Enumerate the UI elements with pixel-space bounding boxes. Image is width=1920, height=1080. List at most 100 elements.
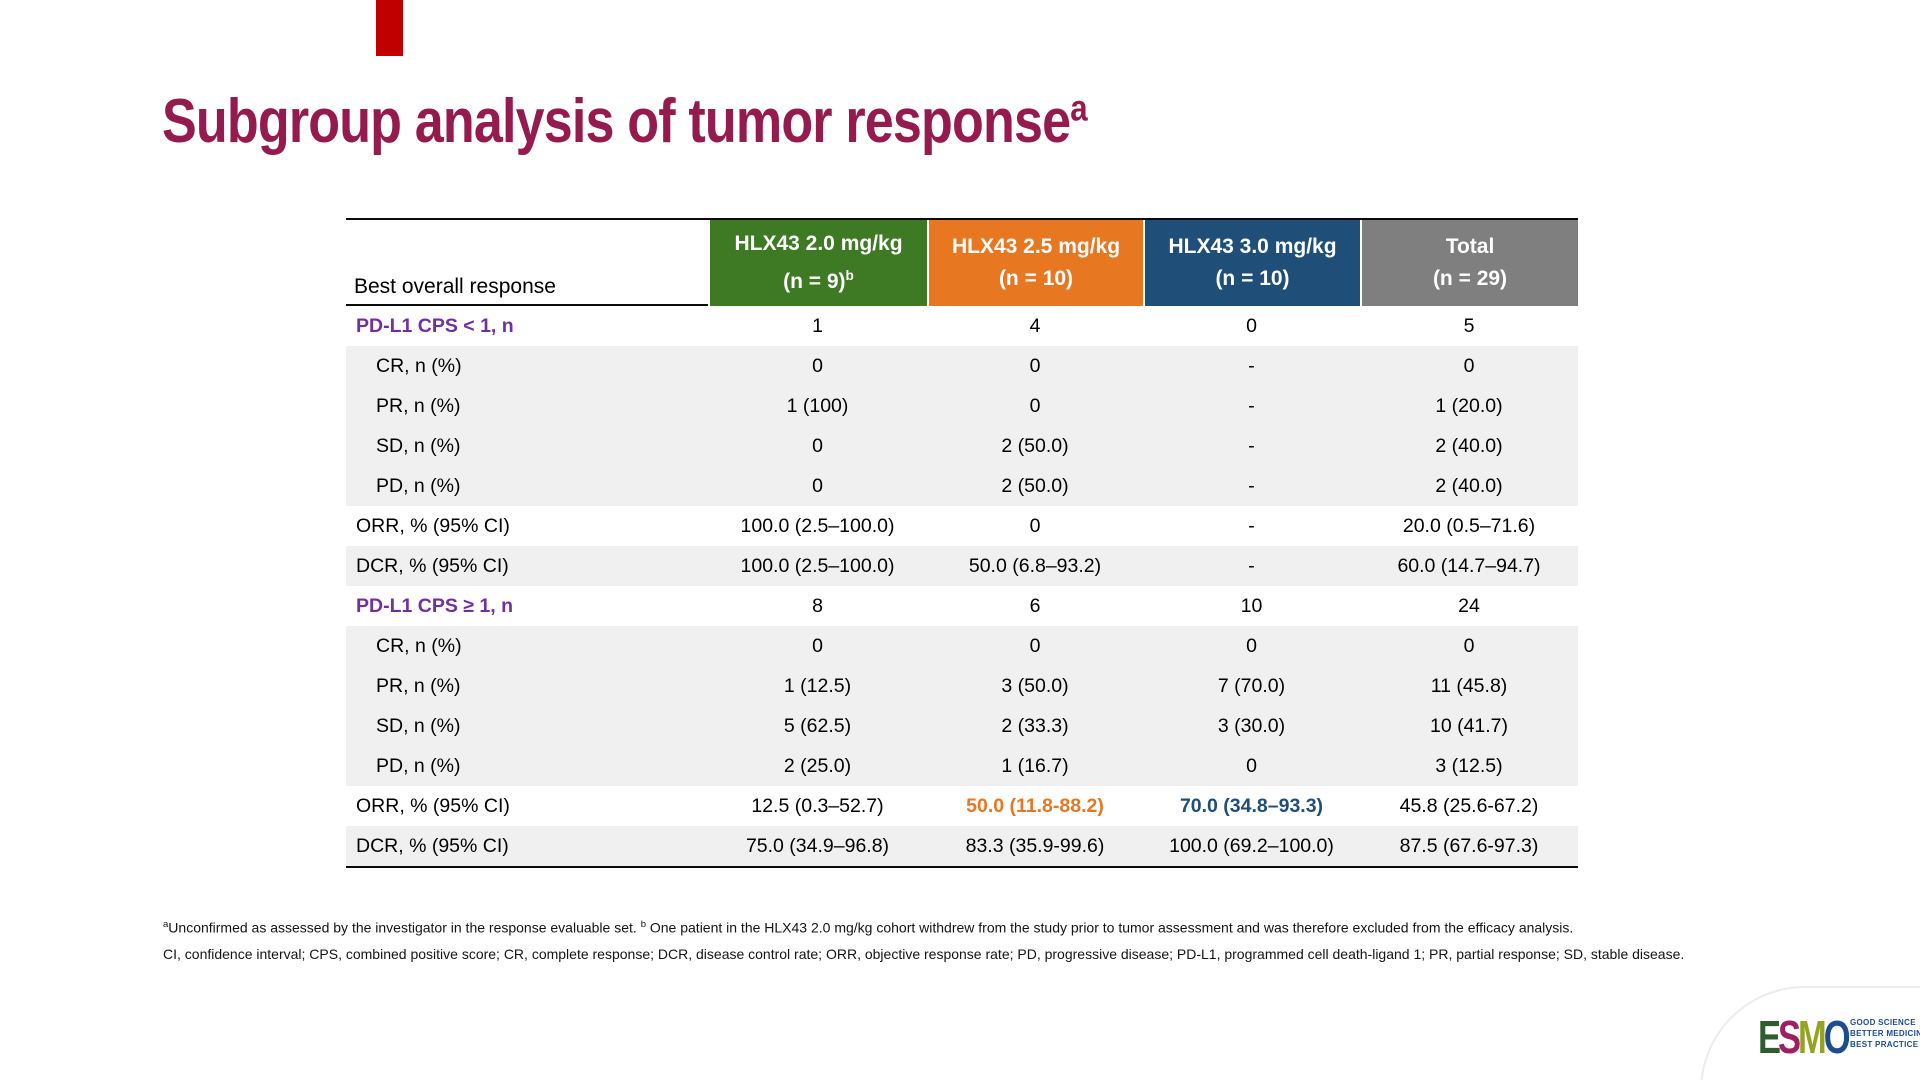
table-cell: 2 (50.0) — [1001, 434, 1069, 457]
response-table: Best overall response HLX43 2.0 mg/kg (n … — [346, 218, 1578, 868]
table-cell: 0 — [1463, 634, 1475, 657]
table-cell: 6 — [1029, 594, 1041, 617]
table-cell: 70.0 (34.8–93.3) — [1179, 794, 1324, 817]
title-superscript: a — [1070, 86, 1087, 129]
table-cell: 2 (33.3) — [1001, 714, 1069, 737]
row-label: ORR, % (95% CI) — [356, 514, 510, 537]
row-label: DCR, % (95% CI) — [356, 554, 509, 577]
table-cell: 0 — [812, 634, 823, 657]
table-cell: 10 — [1240, 594, 1263, 617]
esmo-letter: S — [1778, 1011, 1801, 1063]
footnote-line-2: CI, confidence interval; CPS, combined p… — [163, 945, 1685, 962]
table-cell: 2 (50.0) — [1001, 474, 1069, 497]
column-header-name: HLX43 2.5 mg/kg — [951, 235, 1121, 258]
column-header-name: Total — [1445, 235, 1495, 258]
column-header: HLX43 2.5 mg/kg (n = 10) — [927, 220, 1143, 306]
row-label: SD, n (%) — [376, 714, 461, 737]
table-cell: 0 — [1029, 394, 1041, 417]
table-cell: 100.0 (2.5–100.0) — [740, 514, 895, 537]
table-cell: 3 (50.0) — [1001, 674, 1069, 697]
footnote-sup-a: a — [163, 919, 169, 930]
esmo-letter: O — [1823, 1011, 1851, 1063]
table-cell: 83.3 (35.9-99.6) — [965, 834, 1105, 857]
table-cell: 12.5 (0.3–52.7) — [751, 794, 884, 817]
table-row: DCR, % (95% CI) 100.0 (2.5–100.0) 50.0 (6.… — [346, 546, 1578, 586]
esmo-logo: ESMO — [1758, 1010, 1851, 1064]
table-cell: - — [1248, 514, 1255, 537]
table-cell: 1 — [812, 314, 823, 337]
column-header: HLX43 2.0 mg/kg (n = 9)b — [708, 220, 927, 306]
footnote-sup-b: b — [640, 919, 646, 930]
corner-label: Best overall response — [346, 220, 708, 306]
column-header-n: (n = 9)b — [783, 268, 854, 293]
esmo-letter: M — [1798, 1011, 1827, 1063]
esmo-tagline-line: GOOD SCIENCE — [1850, 1018, 1916, 1027]
table-cell: 2 (40.0) — [1435, 434, 1503, 457]
table-cell: 5 (62.5) — [783, 714, 852, 737]
table-cell: 3 (30.0) — [1217, 714, 1286, 737]
row-label: PD, n (%) — [376, 474, 461, 497]
column-header-n: (n = 29) — [1432, 267, 1508, 290]
table-row: PD, n (%) 2 (25.0) 1 (16.7) 0 3 (12.5) — [346, 746, 1578, 786]
table-row: PR, n (%) 1 (100) 0 - 1 (20.0) — [346, 386, 1578, 426]
esmo-tagline: GOOD SCIENCE BETTER MEDICINE BEST PRACTICE — [1850, 1017, 1920, 1050]
table-cell: - — [1248, 394, 1255, 417]
table-row: PD-L1 CPS < 1, n 1 4 0 5 — [346, 306, 1578, 346]
table-cell: 45.8 (25.6-67.2) — [1399, 794, 1539, 817]
row-label: ORR, % (95% CI) — [356, 794, 510, 817]
column-header-name: HLX43 3.0 mg/kg — [1168, 235, 1337, 258]
footnotes: aUnconfirmed as assessed by the investig… — [163, 912, 1803, 967]
table-cell: 0 — [812, 474, 823, 497]
table-cell: 100.0 (69.2–100.0) — [1169, 834, 1334, 857]
column-header-n: (n = 10) — [1215, 267, 1290, 290]
table-cell: 87.5 (67.6-97.3) — [1399, 834, 1539, 857]
table-cell: 0 — [1029, 634, 1041, 657]
table-cell: 0 — [1246, 754, 1257, 777]
page-title: Subgroup analysis of tumor responsea — [162, 86, 1088, 157]
row-label: PR, n (%) — [376, 394, 461, 417]
table-body: PD-L1 CPS < 1, n 1 4 0 5 CR, n (%) 0 0-0 PR, n (… — [346, 306, 1578, 866]
row-label: PR, n (%) — [376, 674, 461, 697]
table-cell: 5 — [1463, 314, 1475, 337]
table-header-row: Best overall response HLX43 2.0 mg/kg (n … — [346, 220, 1578, 306]
table-cell: 0 — [1463, 354, 1475, 377]
esmo-logo-card: ESMO GOOD SCIENCE BETTER MEDICINE BEST PRA… — [1700, 986, 1920, 1080]
table-cell: 0 — [812, 434, 823, 457]
row-label: PD, n (%) — [376, 754, 461, 777]
row-label: SD, n (%) — [376, 434, 461, 457]
row-label: PD-L1 CPS ≥ 1, n — [356, 594, 513, 617]
table-cell: - — [1248, 474, 1255, 497]
table-cell: 0 — [1246, 314, 1257, 337]
table-cell: - — [1248, 554, 1255, 577]
table-row: PD-L1 CPS ≥ 1, n 8 6 10 24 — [346, 586, 1578, 626]
esmo-tagline-line: BEST PRACTICE — [1850, 1040, 1919, 1049]
table-cell: 75.0 (34.9–96.8) — [745, 834, 890, 857]
table-cell: 2 (25.0) — [783, 754, 852, 777]
table-cell: 1 (20.0) — [1435, 394, 1503, 417]
table-cell: 100.0 (2.5–100.0) — [740, 554, 895, 577]
table-cell: 1 (16.7) — [1001, 754, 1069, 777]
table-cell: 0 — [1246, 634, 1257, 657]
table-row: SD, n (%) 5 (62.5) 2 (33.3) 3 (30.0) 10 (41.… — [346, 706, 1578, 746]
table-cell: 1 (100) — [786, 394, 849, 417]
table-row: CR, n (%) 0 0 - 0 — [346, 346, 1578, 386]
table-cell: 60.0 (14.7–94.7) — [1397, 554, 1541, 577]
table-cell: 10 (41.7) — [1429, 714, 1509, 737]
table-cell: 50.0 (6.8–93.2) — [968, 554, 1102, 577]
table-row: ORR, % (95% CI) 100.0 (2.5–100.0) 0 - 20.0 (… — [346, 506, 1578, 546]
table-row: CR, n (%) 0 0 0 0 — [346, 626, 1578, 666]
table-cell: 2 (40.0) — [1435, 474, 1503, 497]
table-cell: 20.0 (0.5–71.6) — [1402, 514, 1536, 537]
column-header: HLX43 3.0 mg/kg (n = 10) — [1143, 220, 1360, 306]
column-header-n: (n = 10) — [998, 267, 1074, 290]
table-cell: 0 — [1029, 354, 1041, 377]
table-row: SD, n (%) 0 2 (50.0) - 2 (40.0) — [346, 426, 1578, 466]
table-row: ORR, % (95% CI) 12.5 (0.3–52.7) 50.0 (11.8… — [346, 786, 1578, 826]
table-cell: - — [1248, 434, 1255, 457]
column-header-superscript: b — [845, 268, 854, 283]
table-cell: 1 (12.5) — [783, 674, 852, 697]
table-cell: - — [1248, 354, 1255, 377]
esmo-tagline-line: BETTER MEDICINE — [1850, 1029, 1920, 1038]
table-row: PR, n (%) 1 (12.5) 3 (50.0) 7 (70.0) 11 (45.… — [346, 666, 1578, 706]
